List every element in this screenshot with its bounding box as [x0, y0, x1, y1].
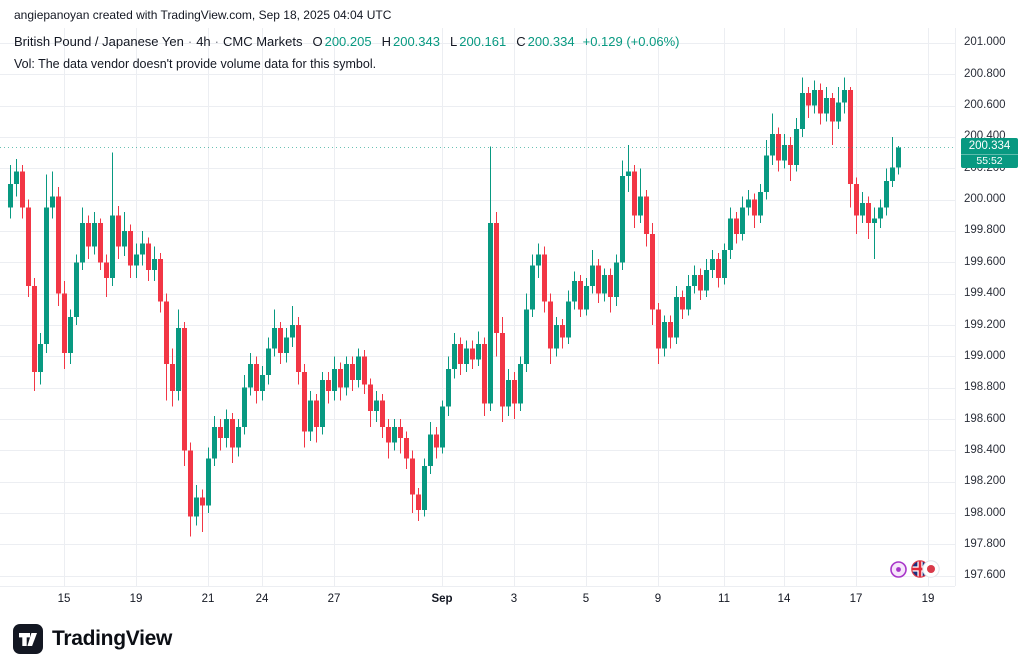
price-axis-label: 198.200 — [964, 475, 1006, 488]
price-axis-label: 200.600 — [964, 99, 1006, 112]
price-axis-label: 198.800 — [964, 381, 1006, 394]
ohlc-open: O 200.205 — [312, 34, 372, 49]
jpy-flag-icon[interactable] — [922, 560, 940, 578]
time-axis-label: 14 — [777, 593, 791, 605]
time-axis-label: Sep — [431, 593, 453, 605]
price-axis-label: 197.800 — [964, 537, 1006, 550]
time-axis-label: 24 — [255, 593, 269, 605]
price-axis-label: 199.600 — [964, 255, 1006, 268]
price-axis-label: 198.400 — [964, 443, 1006, 456]
separator: · — [187, 34, 193, 49]
exchange-label: CMC Markets — [223, 34, 303, 49]
last-price-badge: 200.334 55:52 — [961, 138, 1018, 169]
time-axis-label: 5 — [582, 593, 590, 605]
time-axis-label: 17 — [849, 593, 863, 605]
price-axis-label: 199.800 — [964, 224, 1006, 237]
tradingview-wordmark[interactable]: TradingView — [52, 626, 173, 650]
event-marker-icon[interactable] — [890, 560, 907, 578]
tradingview-logo-icon[interactable] — [13, 623, 43, 654]
price-axis-label: 199.200 — [964, 318, 1006, 331]
ohlc-close: C 200.334 — [516, 34, 575, 49]
price-axis-label: 200.800 — [964, 67, 1006, 80]
chart-canvas[interactable] — [0, 28, 955, 586]
price-axis-label: 201.000 — [964, 36, 1006, 49]
separator: · — [214, 34, 220, 49]
time-axis[interactable]: 15 19 21 24 27 Sep 3 5 9 11 14 17 19 — [0, 586, 955, 612]
bar-countdown: 55:52 — [961, 154, 1018, 168]
ohlc-high: H 200.343 — [381, 34, 440, 49]
price-axis-label: 198.600 — [964, 412, 1006, 425]
chart-pane[interactable]: British Pound / Japanese Yen · 4h · CMC Mark… — [0, 28, 955, 586]
attribution-bar: angiepanoyan created with TradingView.co… — [0, 0, 1024, 28]
price-axis[interactable]: 200.334 55:52 201.000 200.800 200.600 200.4… — [955, 28, 1024, 586]
time-axis-label: 11 — [718, 593, 730, 605]
ohlc-low: L 200.161 — [449, 34, 507, 49]
price-axis-label: 197.600 — [964, 569, 1006, 582]
time-axis-label: 19 — [921, 593, 935, 605]
time-axis-label: 21 — [201, 593, 215, 605]
symbol-logo-icons[interactable] — [890, 560, 940, 578]
time-axis-label: 27 — [327, 593, 341, 605]
volume-note: Vol: The data vendor doesn't provide vol… — [14, 57, 377, 71]
time-axis-label: 9 — [654, 593, 662, 605]
price-axis-label: 198.000 — [964, 506, 1006, 519]
last-price-value: 200.334 — [968, 140, 1011, 153]
attribution-text: angiepanoyan created with TradingView.co… — [14, 8, 392, 22]
time-axis-label: 15 — [57, 593, 71, 605]
time-axis-label: 19 — [129, 593, 143, 605]
price-axis-label: 200.000 — [964, 193, 1006, 206]
chart-legend: British Pound / Japanese Yen · 4h · CMC Mark… — [14, 34, 679, 72]
time-axis-label: 3 — [510, 593, 518, 605]
symbol-title[interactable]: British Pound / Japanese Yen — [14, 34, 184, 49]
footer: TradingView — [0, 612, 1024, 665]
interval-label[interactable]: 4h — [196, 34, 211, 49]
change-value: +0.129 (+0.06%) — [582, 34, 680, 49]
price-axis-label: 199.000 — [964, 349, 1006, 362]
price-axis-label: 199.400 — [964, 287, 1006, 300]
